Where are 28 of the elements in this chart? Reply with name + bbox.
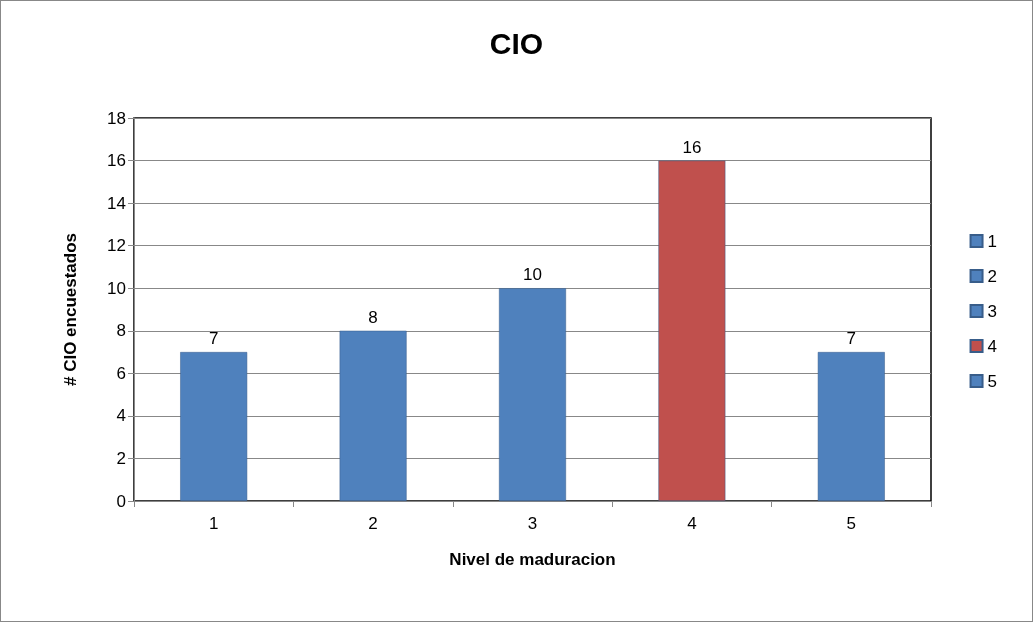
data-label: 7 xyxy=(208,329,219,349)
y-tick-label: 8 xyxy=(116,321,126,341)
y-axis-title: # CIO encuestados xyxy=(61,232,80,387)
legend-label: 5 xyxy=(987,371,998,391)
data-label: 7 xyxy=(846,329,857,349)
x-tick-label: 5 xyxy=(846,514,857,533)
x-tick-label: 3 xyxy=(527,514,538,533)
y-tick-label: 6 xyxy=(116,363,126,383)
legend-label: 3 xyxy=(987,301,998,321)
data-label: 8 xyxy=(368,307,378,327)
y-tick-label: 14 xyxy=(107,193,126,213)
x-tick-label: 1 xyxy=(208,514,219,533)
y-tick-label: 0 xyxy=(116,491,126,511)
y-tick-label: 12 xyxy=(107,236,126,256)
x-axis-title: Nivel de maduracion xyxy=(449,550,616,569)
y-tick-label: 4 xyxy=(116,406,126,426)
data-label: 10 xyxy=(523,265,542,285)
y-tick-label: 2 xyxy=(116,448,126,468)
y-tick-label: 10 xyxy=(107,278,126,298)
legend-label: 1 xyxy=(987,231,998,251)
legend-label: 4 xyxy=(987,336,998,356)
chart-title: CIO xyxy=(489,26,544,60)
y-tick-label: 16 xyxy=(107,151,126,171)
x-tick-label: 4 xyxy=(687,514,697,533)
x-tick-label: 2 xyxy=(368,514,378,533)
y-tick-label: 18 xyxy=(107,108,126,128)
data-label: 16 xyxy=(682,137,702,157)
legend-label: 2 xyxy=(987,266,998,286)
